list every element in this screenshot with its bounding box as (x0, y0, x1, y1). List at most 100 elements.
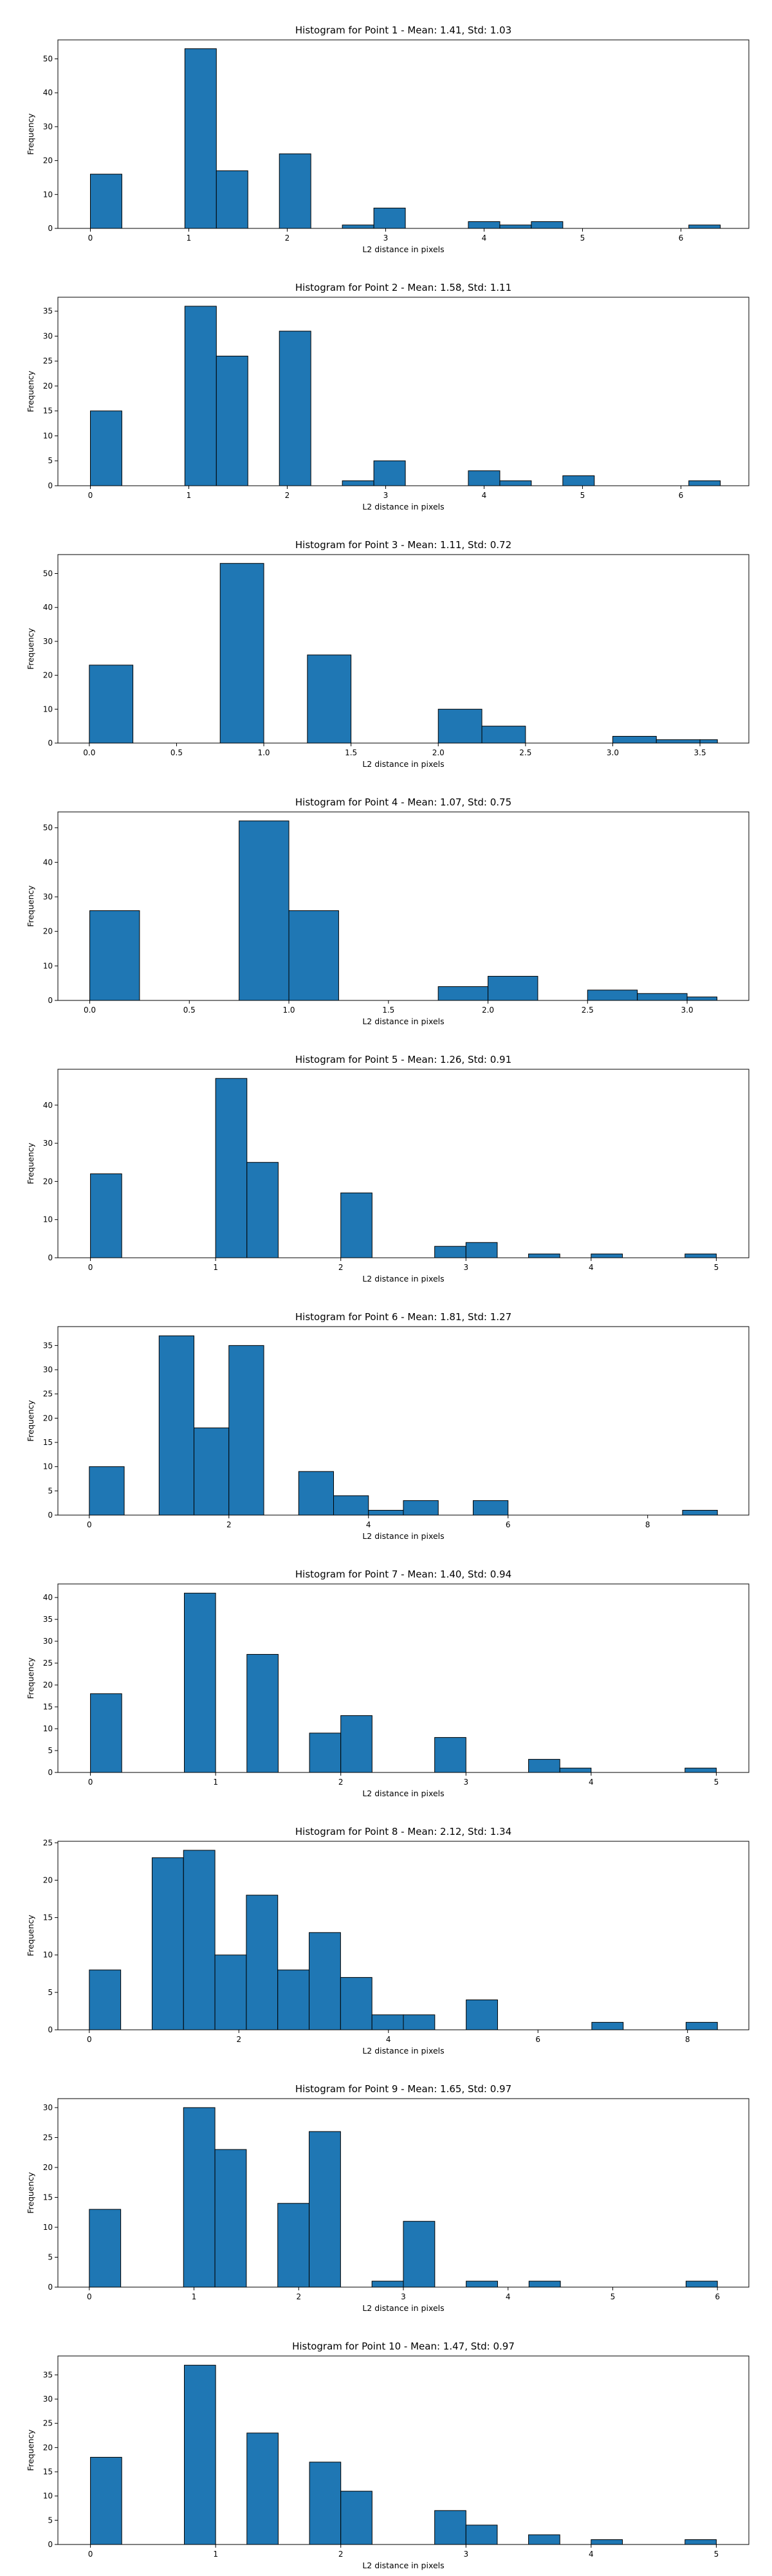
y-tick-label: 15 (43, 1438, 53, 1447)
y-axis-label: Frequency (26, 885, 35, 927)
y-axis-label: Frequency (26, 1657, 35, 1699)
histogram-bar (216, 170, 248, 229)
chart-title: Histogram for Point 2 - Mean: 1.58, Std:… (295, 282, 511, 293)
y-tick-label: 5 (48, 2252, 53, 2261)
y-tick-label: 50 (43, 569, 53, 578)
histogram-bar (89, 2209, 122, 2288)
x-tick-label: 8 (685, 2035, 690, 2044)
x-tick-label: 0 (88, 491, 93, 500)
histogram-bar (528, 1759, 560, 1773)
histogram-bar (246, 1653, 279, 1773)
y-tick-label: 20 (43, 1177, 53, 1186)
y-tick-label: 20 (43, 927, 53, 936)
histogram-bar (688, 480, 721, 486)
histogram-bar (637, 993, 688, 1001)
histogram-bar (403, 2014, 436, 2030)
chart-panel: Histogram for Point 1 - Mean: 1.41, Std:… (26, 24, 749, 254)
x-tick-label: 3.0 (681, 1006, 694, 1015)
y-axis-label: Frequency (26, 628, 35, 670)
x-tick-label: 0 (87, 2035, 92, 2044)
y-tick-label: 30 (43, 1365, 53, 1374)
x-tick-label: 2 (338, 2550, 344, 2559)
histogram-bar (90, 2456, 122, 2545)
x-tick-label: 4 (589, 1778, 594, 1787)
y-tick-label: 10 (43, 190, 53, 199)
histogram-bar (89, 1969, 122, 2030)
y-tick-label: 10 (43, 1724, 53, 1733)
x-tick-label: 0 (87, 2292, 92, 2301)
x-tick-label: 0.0 (83, 748, 95, 757)
y-tick-label: 10 (43, 1951, 53, 1960)
y-tick-label: 20 (43, 1413, 53, 1422)
x-tick-label: 1.0 (282, 1006, 295, 1015)
histogram-bar (685, 2539, 717, 2545)
y-axis-label: Frequency (26, 2172, 35, 2214)
histogram-bar (468, 470, 501, 486)
x-tick-label: 2.0 (482, 1006, 494, 1015)
histogram-bar (591, 2021, 624, 2030)
x-tick-label: 3 (463, 1263, 468, 1272)
x-tick-label: 0 (88, 1778, 93, 1787)
histogram-bar (309, 1932, 341, 2030)
histogram-bar (309, 2461, 342, 2545)
chart-title: Histogram for Point 6 - Mean: 1.81, Std:… (295, 1311, 511, 1323)
y-tick-label: 40 (43, 1593, 53, 1602)
x-tick-label: 2 (285, 491, 290, 500)
histogram-bar (340, 1715, 372, 1773)
axes-frame (57, 1841, 749, 2030)
axes-frame (57, 811, 749, 1001)
histogram-bar (215, 1078, 248, 1258)
y-tick-label: 5 (48, 1988, 53, 1997)
x-tick-label: 4 (589, 1263, 594, 1272)
y-axis-label: Frequency (26, 1143, 35, 1184)
chart-title: Histogram for Point 8 - Mean: 2.12, Std:… (295, 1826, 511, 1837)
y-tick-label: 35 (43, 1615, 53, 1624)
y-tick-label: 30 (43, 1139, 53, 1148)
y-tick-label: 35 (43, 2370, 53, 2379)
y-tick-label: 30 (43, 637, 53, 646)
x-tick-label: 4 (482, 234, 487, 243)
x-tick-label: 1 (213, 1263, 218, 1272)
y-tick-label: 15 (43, 1913, 53, 1922)
x-tick-label: 2 (226, 1520, 232, 1529)
y-tick-label: 5 (48, 1486, 53, 1495)
histogram-bar (468, 221, 501, 229)
histogram-bar (403, 1500, 439, 1516)
histogram-bar (246, 2433, 279, 2545)
y-tick-label: 0 (48, 1511, 53, 1520)
y-tick-label: 20 (43, 671, 53, 680)
histogram-bar (216, 355, 248, 486)
y-tick-label: 0 (48, 1253, 53, 1262)
y-tick-label: 50 (43, 823, 53, 833)
histogram-bar (89, 174, 122, 229)
x-tick-label: 1 (187, 491, 192, 500)
chart-panel: Histogram for Point 2 - Mean: 1.58, Std:… (26, 282, 749, 511)
histogram-bar (434, 1246, 466, 1258)
x-tick-label: 0.5 (170, 748, 183, 757)
histogram-bar (562, 475, 595, 486)
y-tick-label: 10 (43, 2492, 53, 2501)
y-tick-label: 25 (43, 1838, 53, 1847)
x-tick-label: 6 (679, 234, 684, 243)
histogram-bar (298, 1471, 335, 1516)
chart-panel: Histogram for Point 9 - Mean: 1.65, Std:… (26, 2083, 749, 2313)
histogram-bar (246, 1895, 279, 2030)
y-tick-label: 30 (43, 2103, 53, 2112)
x-tick-label: 5 (714, 1263, 719, 1272)
x-tick-label: 3 (463, 2550, 468, 2559)
axes-frame (57, 1583, 749, 1773)
histogram-bar (466, 1999, 498, 2030)
y-tick-label: 15 (43, 407, 53, 416)
chart-title: Histogram for Point 10 - Mean: 1.47, Std… (292, 2341, 515, 2352)
histogram-bar (528, 2281, 561, 2288)
axes-frame (57, 1326, 749, 1516)
y-tick-label: 30 (43, 2395, 53, 2404)
axes-frame (57, 554, 749, 744)
x-tick-label: 5 (580, 234, 585, 243)
chart-title: Histogram for Point 4 - Mean: 1.07, Std:… (295, 796, 511, 808)
y-tick-label: 0 (48, 996, 53, 1005)
histogram-bar (246, 1162, 279, 1258)
histogram-bar (688, 225, 721, 229)
y-axis-label: Frequency (26, 113, 35, 155)
